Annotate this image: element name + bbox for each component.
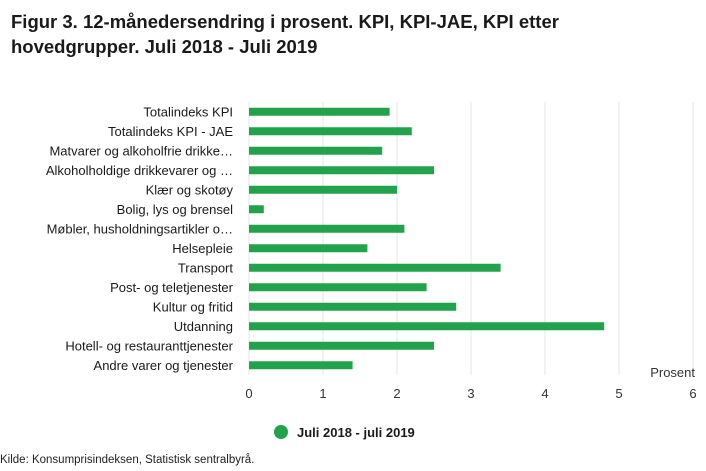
bar — [249, 322, 605, 331]
x-axis-label: Prosent — [650, 365, 695, 380]
bar — [249, 107, 390, 116]
bar — [249, 341, 434, 350]
bar — [249, 302, 457, 311]
x-tick-label: 5 — [615, 386, 622, 401]
bar — [249, 283, 427, 292]
bar — [249, 361, 353, 370]
x-tick-label: 2 — [393, 386, 400, 401]
bar — [249, 244, 368, 253]
category-label: Post- og teletjenester — [110, 280, 234, 295]
category-label: Bolig, lys og brensel — [117, 202, 233, 217]
category-label: Totalindeks KPI - JAE — [108, 124, 233, 139]
chart-title: Figur 3. 12-månedersendring i prosent. K… — [11, 11, 559, 57]
legend-marker — [274, 425, 288, 439]
category-label: Utdanning — [174, 319, 233, 334]
bar — [249, 205, 264, 214]
bar — [249, 166, 434, 175]
bar — [249, 146, 383, 155]
category-label: Klær og skotøy — [146, 182, 234, 197]
bar — [249, 224, 405, 233]
category-label: Transport — [178, 260, 234, 275]
x-tick-label: 4 — [541, 386, 548, 401]
bar — [249, 263, 501, 272]
x-tick-label: 0 — [245, 386, 252, 401]
category-label: Matvarer og alkoholfrie drikke… — [49, 143, 233, 158]
category-label: Helsepleie — [172, 241, 233, 256]
category-label: Totalindeks KPI — [143, 104, 233, 119]
category-label: Kultur og fritid — [153, 299, 233, 314]
legend-label: Juli 2018 - juli 2019 — [297, 425, 415, 440]
x-tick-label: 1 — [319, 386, 326, 401]
category-label: Hotell- og restauranttjenester — [65, 338, 233, 353]
bar — [249, 127, 412, 136]
source-note: Kilde: Konsumprisindeksen, Statistisk se… — [0, 454, 255, 466]
category-label: Alkoholholdige drikkevarer og … — [46, 163, 233, 178]
x-tick-label: 6 — [689, 386, 696, 401]
x-tick-label: 3 — [467, 386, 474, 401]
bar — [249, 185, 397, 194]
category-label: Møbler, husholdningsartikler o… — [47, 221, 233, 236]
category-label: Andre varer og tjenester — [94, 358, 234, 373]
